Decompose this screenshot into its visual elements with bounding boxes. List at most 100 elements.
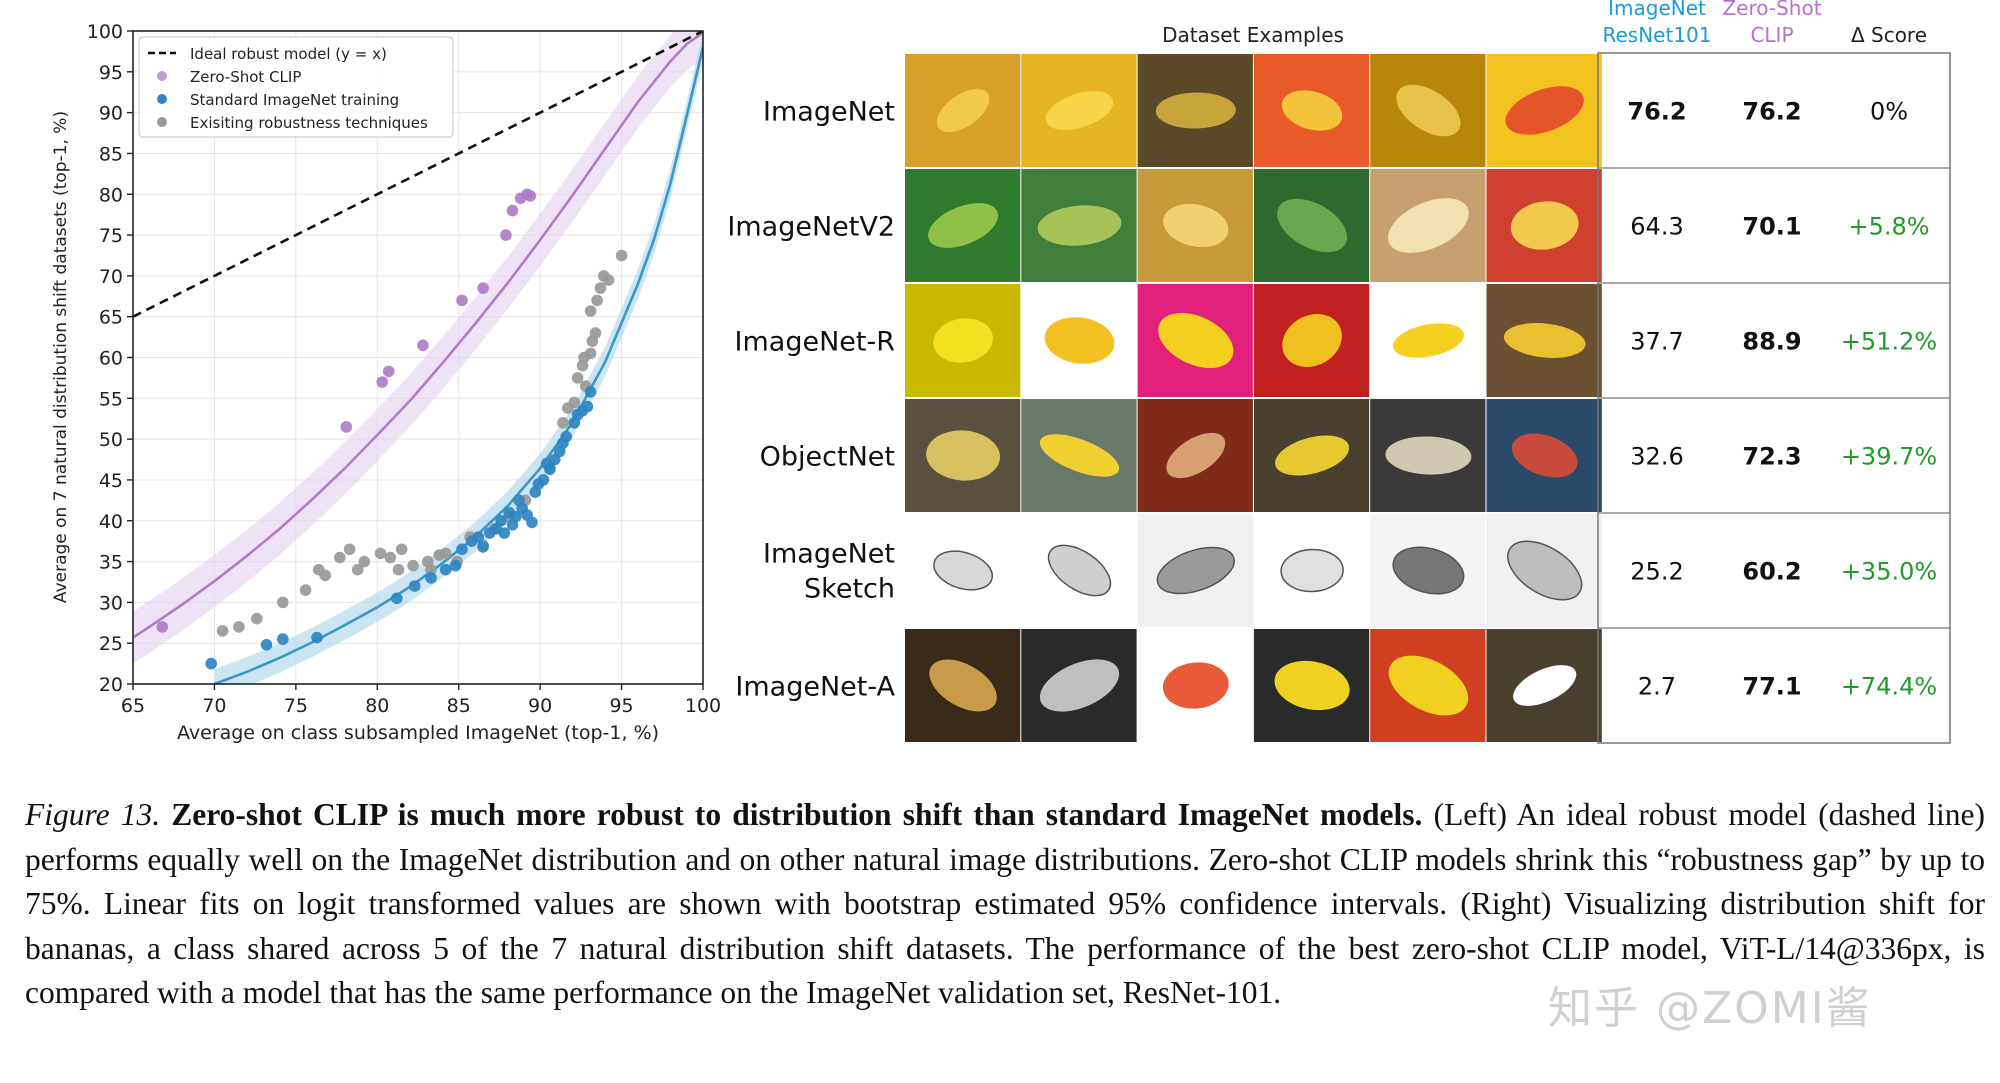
banana-shape bbox=[1503, 323, 1586, 358]
y-tick-label: 35 bbox=[99, 552, 123, 574]
x-tick-label: 65 bbox=[121, 695, 145, 717]
sketch-outline bbox=[1156, 546, 1235, 595]
x-tick-label: 100 bbox=[685, 695, 721, 717]
scatter-point bbox=[395, 543, 408, 556]
scatter-point bbox=[343, 543, 356, 556]
scatter-point bbox=[376, 376, 389, 388]
dataset-name: ImageNet-A bbox=[735, 672, 895, 703]
banana-shape bbox=[1166, 432, 1226, 479]
sketch-outline bbox=[1507, 540, 1583, 601]
scatter-point bbox=[557, 417, 569, 429]
scatter-point bbox=[477, 282, 489, 294]
banana-shape bbox=[1511, 433, 1578, 478]
delta-score: +39.7% bbox=[1841, 443, 1937, 471]
distribution-shift-table: Dataset Examples ImageNet ResNet101 Zero… bbox=[727, 0, 1951, 744]
scatter-point bbox=[584, 305, 597, 317]
banana-shape bbox=[928, 203, 999, 248]
scatter-point bbox=[506, 204, 519, 217]
banana-shape bbox=[1393, 547, 1464, 594]
caption-figure-label: Figure 13. bbox=[25, 797, 161, 832]
banana-shape bbox=[1045, 91, 1114, 130]
scatter-point bbox=[260, 639, 273, 651]
scatter-point bbox=[277, 633, 289, 645]
scatter-point bbox=[615, 249, 628, 262]
banana-shape bbox=[1039, 434, 1120, 477]
x-tick-label: 70 bbox=[202, 695, 226, 717]
scatter-point bbox=[439, 563, 452, 576]
legend: Ideal robust model (y = x) Zero-Shot CLI… bbox=[138, 36, 454, 138]
resnet-header-line2: ResNet101 bbox=[1602, 23, 1711, 47]
banana-shape bbox=[933, 551, 993, 590]
scatter-point bbox=[205, 657, 217, 670]
y-tick-label: 65 bbox=[99, 307, 123, 329]
dataset-name: ImageNetV2 bbox=[727, 212, 895, 243]
scatter-point bbox=[277, 596, 289, 609]
legend-box bbox=[138, 36, 454, 138]
sketch-outline bbox=[933, 550, 994, 591]
table-row: ObjectNet 32.6 72.3 +39.7% bbox=[760, 397, 1950, 512]
scatter-point bbox=[524, 190, 537, 202]
scatter-point bbox=[233, 621, 245, 633]
scatter-point bbox=[456, 294, 468, 307]
x-tick-label: 85 bbox=[447, 695, 471, 717]
legend-label-clip: Zero-Shot CLIP bbox=[190, 68, 301, 86]
banana-shape bbox=[1513, 665, 1577, 706]
watermark: 知乎 @ZOMI酱 bbox=[1548, 983, 1872, 1034]
dataset-examples-header: Dataset Examples bbox=[1162, 23, 1344, 47]
scatter-point bbox=[584, 347, 597, 360]
table-rows: ImageNet 76.2 76.2 0% ImageNetV2 64.3 70.1 +5.8… bbox=[727, 54, 1950, 742]
confidence-band bbox=[133, 31, 703, 664]
y-tick-label: 95 bbox=[99, 62, 123, 84]
banana-shape bbox=[926, 430, 1001, 481]
banana-shape bbox=[1388, 198, 1469, 253]
scatter-point bbox=[351, 563, 364, 576]
banana-shape bbox=[1155, 92, 1236, 129]
legend-label-robust: Exisiting robustness techniques bbox=[190, 114, 428, 132]
y-tick-label: 45 bbox=[99, 470, 123, 492]
scatter-point bbox=[417, 339, 429, 352]
clip-score: 60.2 bbox=[1742, 558, 1801, 586]
scatter-point bbox=[602, 274, 615, 286]
scatter-point bbox=[560, 430, 572, 443]
table-row: ImageNetV2 64.3 70.1 +5.8% bbox=[727, 167, 1950, 282]
scatter-point bbox=[216, 625, 229, 637]
banana-shape bbox=[1048, 545, 1111, 596]
figure-caption: Figure 13. Zero-shot CLIP is much more r… bbox=[25, 793, 1985, 1016]
scatter-point bbox=[358, 555, 371, 568]
legend-clip-marker bbox=[157, 71, 167, 81]
scatter-point bbox=[591, 294, 603, 307]
resnet-score: 32.6 bbox=[1630, 443, 1683, 471]
delta-score: +51.2% bbox=[1841, 328, 1937, 356]
banana-shape bbox=[1039, 659, 1120, 712]
clip-header-line2: CLIP bbox=[1750, 23, 1793, 47]
banana-shape bbox=[1162, 662, 1229, 709]
delta-score: +5.8% bbox=[1848, 213, 1929, 241]
scatter-point bbox=[384, 551, 397, 564]
scatter-point bbox=[544, 463, 556, 476]
y-tick-label: 30 bbox=[99, 592, 123, 614]
scatter-point bbox=[319, 569, 332, 582]
scatter-point bbox=[589, 327, 602, 339]
banana-shape bbox=[1277, 198, 1348, 253]
sketch-outline bbox=[1392, 546, 1465, 595]
y-tick-label: 40 bbox=[99, 511, 123, 533]
resnet-score: 25.2 bbox=[1630, 558, 1683, 586]
x-tick-label: 95 bbox=[609, 695, 633, 717]
scatter-point bbox=[340, 421, 353, 433]
scatter-point bbox=[594, 282, 607, 294]
y-axis-label: Average on 7 natural distribution shift … bbox=[51, 111, 71, 603]
clip-score: 77.1 bbox=[1742, 673, 1801, 701]
scatter-point bbox=[382, 365, 395, 378]
banana-shape bbox=[1385, 436, 1472, 475]
banana-shape bbox=[1388, 655, 1469, 716]
clip-header-line1: Zero-Shot bbox=[1722, 0, 1821, 20]
banana-shape bbox=[1510, 201, 1579, 250]
caption-body: (Left) An ideal robust model (dashed lin… bbox=[25, 797, 1986, 1010]
y-tick-label: 20 bbox=[99, 674, 123, 696]
y-tick-label: 80 bbox=[99, 184, 123, 206]
legend-label-ideal: Ideal robust model (y = x) bbox=[190, 45, 387, 63]
scatter-point bbox=[439, 547, 452, 560]
delta-score: 0% bbox=[1870, 98, 1908, 126]
y-tick-label: 85 bbox=[99, 143, 123, 165]
banana-shape bbox=[1392, 323, 1464, 358]
